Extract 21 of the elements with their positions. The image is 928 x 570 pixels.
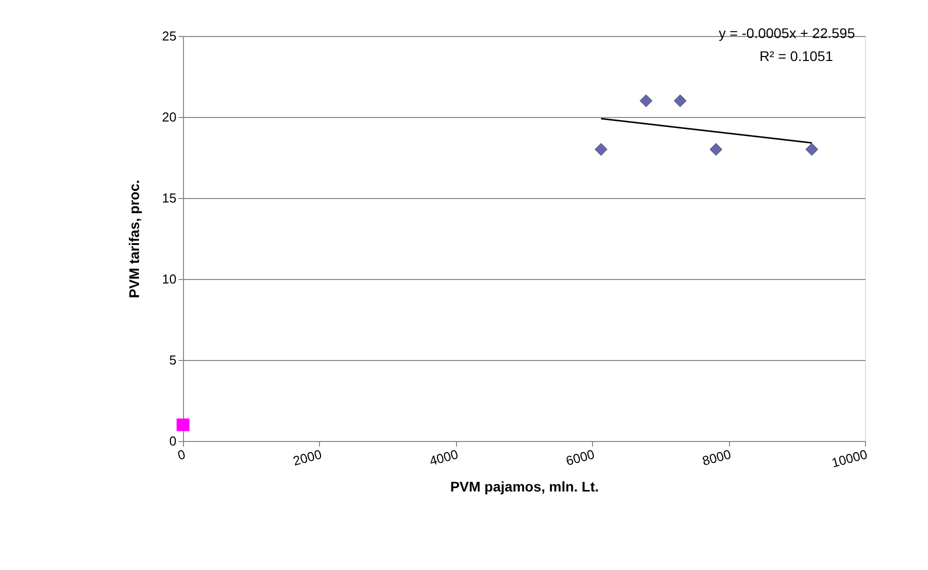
y-axis-title: PVM tarifas, proc. [126,180,142,298]
y-tick-label: 25 [162,28,176,44]
y-tick-label: 20 [162,110,176,124]
x-tick-label: 4000 [428,446,460,469]
y-tick-label: 10 [162,272,176,286]
x-tick-label: 6000 [564,446,596,469]
point [674,94,687,108]
point [594,143,608,156]
point [710,143,722,156]
point [805,143,818,156]
y-tick-label: 5 [169,352,176,368]
x-tick-label: 2000 [291,446,324,469]
point [176,418,190,432]
x-tick-label: 8000 [700,446,732,469]
y-tick-label: 0 [169,434,176,448]
point [640,94,652,108]
x-tick-label: 10000 [830,446,869,470]
y-tick-label: 15 [162,190,176,206]
annotation: R² = 0.1051 [759,48,834,64]
annotation: y = -0.0005x + 22.595 [718,25,856,41]
x-axis-title: PVM pajamos, mln. Lt. [450,478,599,494]
